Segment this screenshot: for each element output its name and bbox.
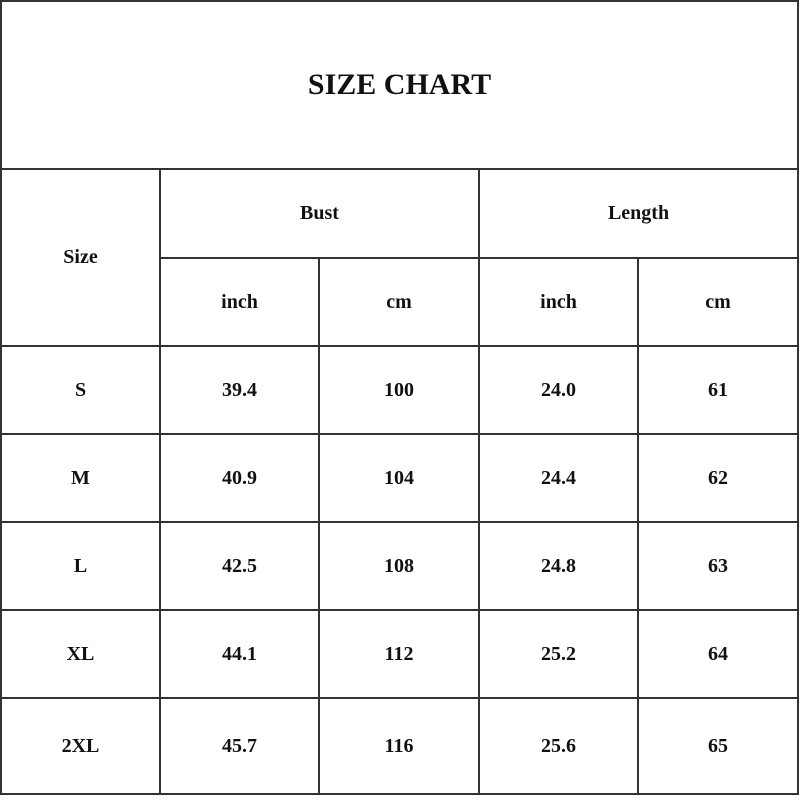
size-cell: 2XL bbox=[0, 697, 161, 795]
length-inch-cell: 24.4 bbox=[478, 433, 639, 523]
length-inch-cell: 25.2 bbox=[478, 609, 639, 699]
bust-cm-cell: 108 bbox=[318, 521, 480, 611]
length-inch-cell: 24.8 bbox=[478, 521, 639, 611]
length-inch-cell: 25.6 bbox=[478, 697, 639, 795]
bust-inch-cell: 40.9 bbox=[159, 433, 320, 523]
table-row: 2XL 45.7 116 25.6 65 bbox=[0, 697, 800, 795]
bust-inch-cell: 42.5 bbox=[159, 521, 320, 611]
table-row: L 42.5 108 24.8 63 bbox=[0, 521, 800, 611]
length-cm-cell: 62 bbox=[636, 433, 800, 523]
bust-cm-cell: 116 bbox=[318, 697, 480, 795]
bust-cm-cell: 100 bbox=[318, 345, 480, 435]
bust-inch-cell: 39.4 bbox=[159, 345, 320, 435]
header-length-cm: cm bbox=[636, 257, 800, 347]
length-cm-cell: 63 bbox=[636, 521, 800, 611]
size-cell: L bbox=[0, 521, 161, 611]
bust-cm-cell: 112 bbox=[318, 609, 480, 699]
bust-cm-cell: 104 bbox=[318, 433, 480, 523]
table-row: S 39.4 100 24.0 61 bbox=[0, 345, 800, 435]
header-length: Length bbox=[477, 168, 800, 259]
size-cell: M bbox=[0, 433, 161, 523]
size-cell: XL bbox=[0, 609, 161, 699]
length-inch-cell: 24.0 bbox=[478, 345, 639, 435]
bust-inch-cell: 44.1 bbox=[159, 609, 320, 699]
length-cm-cell: 64 bbox=[636, 609, 800, 699]
header-bust-inch: inch bbox=[159, 257, 320, 347]
bust-inch-cell: 45.7 bbox=[159, 697, 320, 795]
chart-title: SIZE CHART bbox=[0, 0, 800, 170]
header-size: Size bbox=[0, 168, 161, 347]
table-row: XL 44.1 112 25.2 64 bbox=[0, 609, 800, 699]
size-cell: S bbox=[0, 345, 161, 435]
length-cm-cell: 61 bbox=[636, 345, 800, 435]
length-cm-cell: 65 bbox=[636, 697, 800, 795]
table-row: M 40.9 104 24.4 62 bbox=[0, 433, 800, 523]
header-length-inch: inch bbox=[478, 257, 639, 347]
header-bust: Bust bbox=[159, 168, 480, 259]
header-bust-cm: cm bbox=[318, 257, 480, 347]
